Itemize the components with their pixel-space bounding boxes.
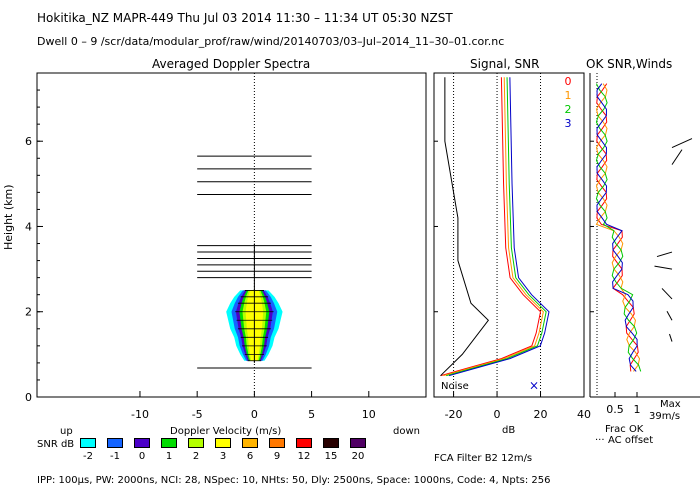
wind-vector — [669, 333, 673, 342]
y-tick-label: 2 — [25, 306, 32, 319]
wind-vector — [671, 138, 693, 149]
snr-legend-label: 15 — [324, 451, 338, 462]
snr-legend-entry: 0 — [565, 75, 572, 88]
frac-ok-line — [596, 83, 638, 372]
wind-vector — [656, 251, 673, 258]
frac-tick-label: 0.5 — [606, 403, 624, 416]
snr-legend-label: 0 — [138, 451, 146, 462]
ac-offset-label: AC offset — [608, 435, 654, 446]
snr-color-swatch — [296, 438, 312, 448]
x-tick-label: -5 — [192, 408, 203, 421]
snr-legend-label: 6 — [246, 451, 254, 462]
x-axis-label: Doppler Velocity (m/s) — [170, 426, 282, 437]
snr-legend-label: -1 — [110, 451, 120, 462]
y-tick-label: 0 — [25, 391, 32, 404]
wind-vector — [654, 265, 673, 270]
noise-level-line — [440, 77, 490, 377]
snr-frame — [433, 72, 585, 398]
down-label: down — [393, 426, 420, 437]
plot-title: Hokitika_NZ MAPR-449 Thu Jul 03 2014 11:… — [37, 11, 453, 25]
snr-color-swatch — [107, 438, 123, 448]
winds-title: OK SNR,Winds — [586, 57, 673, 71]
snr-legend-label: 1 — [165, 451, 173, 462]
noise-label: Noise — [441, 381, 469, 392]
snr-color-swatch — [215, 438, 231, 448]
y-tick-label: 6 — [25, 135, 32, 148]
wind-vector — [671, 149, 683, 165]
db-tick-label: 40 — [577, 408, 591, 421]
snr-color-swatch — [134, 438, 150, 448]
snr-series-line — [448, 77, 550, 377]
db-label: dB — [502, 425, 516, 436]
snr-series-line — [446, 77, 547, 377]
snr-legend-label: 3 — [219, 451, 227, 462]
snr-legend-label: -2 — [83, 451, 93, 462]
ac-offset-dots: ··· — [595, 435, 605, 446]
x-tick-label: 5 — [308, 408, 315, 421]
y-tick-label: 4 — [25, 220, 32, 233]
frac-ok-label: Frac OK — [605, 424, 644, 435]
radar-parameters: IPP: 100µs, PW: 2000ns, NCI: 28, NSpec: … — [37, 475, 551, 486]
snr-legend-entry: 2 — [565, 103, 572, 116]
db-tick-label: 20 — [534, 408, 548, 421]
max-value: 39m/s — [649, 411, 681, 422]
frac-ok-line — [595, 83, 641, 372]
db-tick-label: -20 — [445, 408, 463, 421]
x-tick-label: -10 — [131, 408, 149, 421]
snr-color-swatch — [242, 438, 258, 448]
noise-marker: × — [529, 378, 539, 392]
snr-legend-label: 20 — [351, 451, 365, 462]
frac-ok-line — [595, 83, 642, 372]
snr-legend-title: SNR dB — [37, 439, 75, 450]
snr-legend-entry: 3 — [565, 117, 572, 130]
snr-color-swatch — [161, 438, 177, 448]
spectra-title: Averaged Doppler Spectra — [152, 57, 311, 71]
snr-color-swatch — [80, 438, 96, 448]
x-tick-label: 10 — [362, 408, 376, 421]
snr-color-swatch — [269, 438, 285, 448]
snr-legend-entry: 1 — [565, 89, 572, 102]
wind-vector — [666, 311, 673, 321]
snr-color-swatch — [350, 438, 366, 448]
fca-filter-label: FCA Filter B2 12m/s — [434, 453, 533, 464]
frac-ok-line — [596, 83, 639, 372]
spectra-frame — [36, 72, 427, 398]
snr-legend-label: 2 — [192, 451, 200, 462]
snr-series-line — [443, 77, 544, 377]
frac-tick-label: 1 — [634, 403, 641, 416]
snr-color-swatch — [188, 438, 204, 448]
x-tick-label: 0 — [251, 408, 258, 421]
file-path-line: Dwell 0 – 9 /scr/data/modular_prof/raw/w… — [37, 35, 505, 48]
snr-color-swatch — [323, 438, 339, 448]
wind-vector — [661, 288, 673, 300]
db-tick-label: 0 — [494, 408, 501, 421]
up-label: up — [60, 426, 73, 437]
snr-title: Signal, SNR — [470, 57, 540, 71]
snr-legend-label: 12 — [297, 451, 311, 462]
snr-legend-label: 9 — [273, 451, 281, 462]
max-label: Max — [660, 399, 681, 410]
snr-series-line — [440, 77, 542, 377]
